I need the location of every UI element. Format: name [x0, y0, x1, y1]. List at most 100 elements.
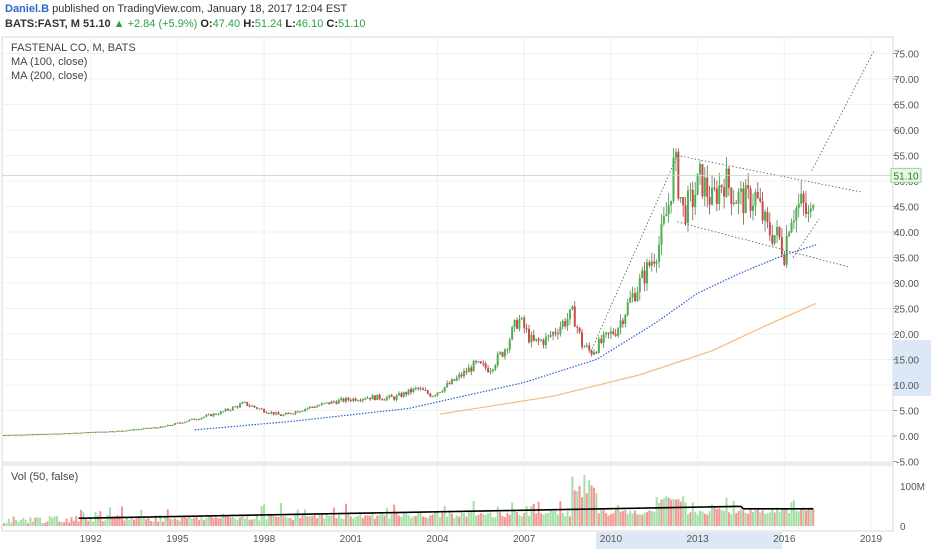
- volume-bar: [520, 516, 523, 526]
- volume-bar: [255, 515, 258, 526]
- candle-body: [239, 403, 242, 408]
- candle-body: [422, 388, 425, 391]
- candle-body: [643, 270, 646, 284]
- volume-legend[interactable]: Vol (50, false): [11, 471, 79, 483]
- candle-body: [766, 211, 769, 223]
- candle-body: [118, 430, 121, 432]
- close-label: C:: [326, 18, 338, 30]
- volume-bar: [617, 504, 620, 526]
- time-tick-label: 1992: [80, 534, 103, 545]
- volume-bar: [251, 519, 254, 526]
- author-link[interactable]: Daniel.B: [5, 3, 50, 15]
- volume-bar: [776, 507, 779, 526]
- candle-body: [373, 395, 376, 401]
- candle-body: [284, 412, 287, 415]
- price-tick-label: 45.00: [894, 203, 919, 214]
- volume-bar: [15, 519, 18, 526]
- legend-ma100[interactable]: MA (100, close): [11, 56, 88, 68]
- volume-bar: [332, 507, 335, 526]
- candle-body: [479, 361, 482, 364]
- volume-bar: [732, 500, 735, 526]
- volume-bar: [260, 506, 263, 526]
- candle-body: [63, 433, 66, 435]
- candle-body: [812, 205, 815, 209]
- candle-body: [744, 185, 747, 213]
- volume-bar: [253, 518, 256, 526]
- volume-bar: [243, 518, 246, 526]
- candle-body: [366, 397, 369, 399]
- candle-body: [655, 261, 658, 264]
- candle-body: [438, 392, 441, 394]
- volume-bar: [470, 511, 473, 526]
- volume-bar: [402, 511, 405, 526]
- candle-body: [455, 377, 458, 381]
- candle-body: [764, 211, 767, 221]
- volume-bar: [443, 505, 446, 526]
- last-price-badge: [890, 167, 922, 183]
- volume-bar: [70, 517, 73, 526]
- candle-body: [585, 345, 588, 347]
- volume-bar: [583, 475, 586, 526]
- candle-body: [157, 427, 160, 429]
- volume-bar: [224, 516, 227, 526]
- candle-body: [29, 434, 32, 436]
- legend-ma200[interactable]: MA (200, close): [11, 70, 88, 82]
- candle-body: [711, 187, 714, 205]
- candle-body: [523, 317, 526, 329]
- volume-bar: [479, 512, 482, 526]
- volume-bar: [523, 513, 526, 526]
- candle-body: [540, 339, 543, 341]
- volume-bar: [465, 516, 468, 526]
- last-price-label: 51.10: [893, 171, 918, 182]
- price-tick-label: 75.00: [894, 50, 919, 61]
- volume-bar: [749, 509, 752, 526]
- candle-body: [388, 395, 391, 398]
- ma100-line: [194, 244, 817, 431]
- volume-bar: [265, 519, 268, 526]
- candle-body: [289, 413, 292, 415]
- volume-bar: [446, 516, 449, 526]
- candle-body: [739, 188, 742, 192]
- volume-bar: [171, 519, 174, 526]
- volume-bar: [284, 516, 287, 526]
- high-label: H:: [243, 18, 255, 30]
- candle-body: [27, 434, 30, 436]
- candle-body: [706, 177, 709, 197]
- candle-body: [106, 431, 109, 433]
- candle-body: [395, 395, 398, 400]
- candle-body: [462, 370, 465, 377]
- volume-bar: [489, 512, 492, 526]
- volume-bar: [511, 502, 514, 526]
- volume-bar: [149, 520, 152, 526]
- volume-bar: [723, 510, 726, 526]
- candle-body: [55, 433, 58, 435]
- volume-bar: [347, 513, 350, 526]
- volume-bar: [169, 518, 172, 526]
- volume-bar: [214, 517, 217, 526]
- volume-bar: [376, 515, 379, 526]
- volume-bar: [378, 514, 381, 526]
- volume-bar: [431, 514, 434, 526]
- candle-body: [484, 363, 487, 368]
- candle-body: [699, 164, 702, 174]
- volume-bar: [718, 508, 721, 526]
- volume-bar: [366, 515, 369, 526]
- candle-body: [205, 415, 208, 417]
- candle-body: [51, 433, 54, 435]
- candle-body: [554, 332, 557, 334]
- candle-body: [376, 394, 379, 401]
- volume-bar: [438, 517, 441, 526]
- volume-bar: [571, 476, 574, 526]
- candle-body: [684, 205, 687, 224]
- candle-body: [219, 411, 222, 415]
- candle-body: [636, 292, 639, 302]
- volume-bar: [272, 515, 275, 526]
- volume-bar: [195, 516, 198, 526]
- volume-bar: [229, 517, 232, 526]
- volume-bar: [58, 521, 61, 526]
- candle-body: [414, 387, 417, 389]
- volume-bar: [405, 512, 408, 526]
- candle-body: [768, 222, 771, 236]
- volume-bar: [154, 515, 157, 526]
